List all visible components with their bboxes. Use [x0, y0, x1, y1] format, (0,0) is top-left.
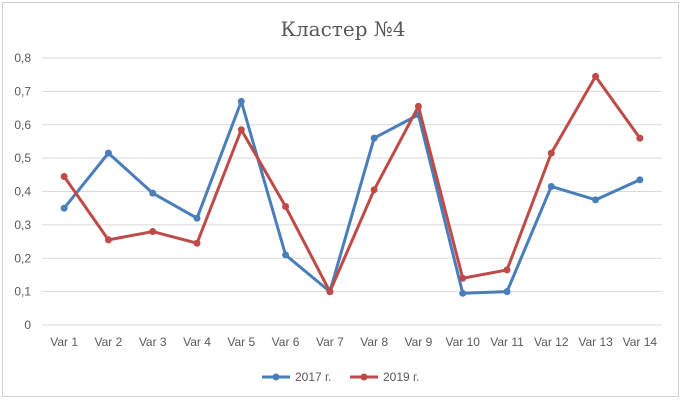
y-tick-label: 0,5 [14, 151, 31, 165]
data-point [503, 266, 511, 274]
data-point [592, 196, 600, 204]
data-point [636, 176, 644, 184]
x-tick-label: Var 11 [490, 335, 524, 349]
series-line [62, 74, 642, 294]
data-point [370, 186, 378, 194]
x-axis-ticks: Var 1 Var 2 Var 3 Var 4 Var 5 Var 6 Var 7 Var 8… [50, 335, 657, 349]
data-point [237, 126, 245, 134]
y-tick-label: 0,4 [14, 185, 31, 199]
grid-lines [42, 57, 662, 326]
y-tick-label: 0,6 [14, 118, 31, 132]
data-point [370, 134, 378, 142]
x-tick-label: Var 1 [50, 335, 78, 349]
data-point [149, 189, 157, 197]
y-tick-label: 0,8 [14, 51, 31, 65]
data-point [60, 204, 68, 212]
x-tick-label: Var 2 [95, 335, 123, 349]
data-point [149, 228, 157, 236]
x-tick-label: Var 9 [405, 335, 433, 349]
data-point [547, 149, 555, 157]
data-point [459, 274, 467, 282]
y-tick-label: 0,3 [14, 218, 31, 232]
y-tick-label: 0 [24, 318, 31, 332]
x-tick-label: Var 5 [227, 335, 255, 349]
chart-title: Кластер №4 [280, 17, 405, 41]
y-tick-label: 0,1 [14, 285, 31, 299]
legend-label: 2017 г. [295, 370, 331, 384]
data-point [414, 102, 422, 110]
x-tick-label: Var 10 [445, 335, 480, 349]
data-point [60, 172, 68, 180]
data-point [193, 239, 201, 247]
data-point [326, 288, 334, 296]
data-point [237, 97, 245, 105]
legend-label: 2019 г. [383, 370, 419, 384]
data-point [547, 182, 555, 190]
data-point [104, 236, 112, 244]
x-tick-label: Var 12 [534, 335, 569, 349]
x-tick-label: Var 6 [272, 335, 300, 349]
series-1 [60, 97, 644, 297]
legend-marker [272, 373, 280, 381]
y-axis-ticks: 0 0,1 0,2 0,3 0,4 0,5 0,6 0,7 0,8 [14, 51, 31, 332]
y-tick-label: 0,2 [14, 251, 31, 265]
data-point [193, 214, 201, 222]
data-point [503, 288, 511, 296]
chart-frame [2, 2, 679, 397]
data-point [104, 149, 112, 157]
series-2 [60, 72, 644, 296]
x-tick-label: Var 3 [139, 335, 167, 349]
data-point [592, 72, 600, 80]
data-point [282, 251, 290, 259]
data-point [459, 289, 467, 297]
x-tick-label: Var 14 [623, 335, 658, 349]
series-line [62, 99, 641, 295]
legend-marker [360, 373, 368, 381]
legend: 2017 г. 2019 г. [262, 370, 419, 384]
data-point [636, 134, 644, 142]
x-tick-label: Var 13 [578, 335, 613, 349]
y-tick-label: 0,7 [14, 84, 31, 98]
x-tick-label: Var 4 [183, 335, 211, 349]
data-point [282, 203, 290, 211]
series-group [60, 72, 644, 297]
x-tick-label: Var 7 [316, 335, 344, 349]
x-tick-label: Var 8 [360, 335, 388, 349]
